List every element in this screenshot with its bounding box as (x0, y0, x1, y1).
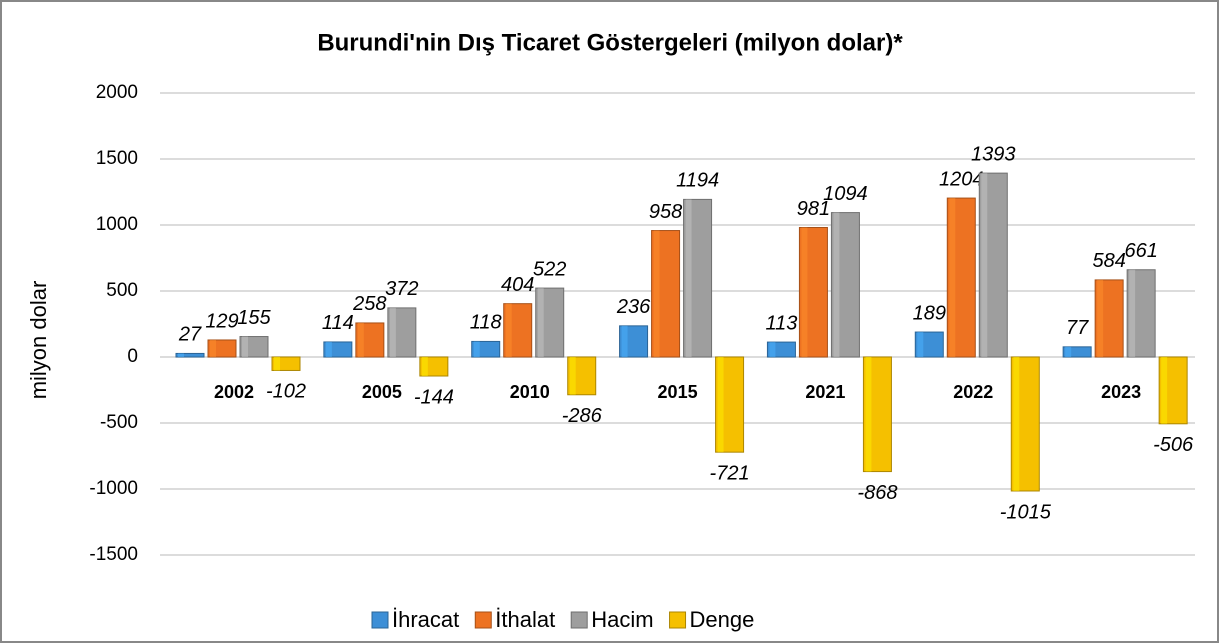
x-tick-label: 2005 (362, 382, 402, 402)
bar-highlight (242, 336, 248, 357)
bar-highlight (653, 230, 660, 357)
legend-label: Denge (690, 607, 755, 632)
x-tick-label: 2023 (1101, 382, 1141, 402)
legend-swatch (669, 611, 687, 629)
y-axis-label: milyon dolar (26, 281, 51, 400)
data-label: -102 (266, 381, 306, 403)
data-label: 113 (765, 312, 797, 334)
bar-highlight (981, 173, 988, 357)
data-label: 404 (501, 274, 534, 296)
bar-highlight (949, 198, 956, 357)
bar-highlight (421, 357, 428, 377)
bar-highlight (621, 325, 628, 357)
data-label: 77 (1066, 317, 1089, 339)
bar-highlight (210, 339, 216, 357)
data-label: 114 (322, 312, 354, 334)
data-label: 958 (649, 201, 682, 223)
x-tick-label: 2022 (953, 382, 993, 402)
data-label: 1194 (676, 170, 719, 192)
x-tick-label: 2002 (214, 382, 254, 402)
legend-swatch (474, 611, 492, 629)
y-tick-label: 1500 (96, 148, 138, 169)
data-label: 372 (385, 278, 418, 300)
data-label: -868 (857, 482, 897, 504)
bar-highlight (274, 357, 280, 371)
legend-label: İthalat (495, 607, 555, 632)
y-tick-label: -1000 (89, 478, 138, 499)
data-label: 1393 (971, 143, 1016, 165)
bar-highlight (569, 357, 576, 395)
x-tick-label: 2015 (658, 382, 698, 402)
data-label: 118 (470, 312, 502, 334)
data-label: -144 (414, 386, 454, 408)
bar-highlight (769, 342, 776, 357)
data-label: 981 (797, 198, 830, 220)
bar-highlight (473, 341, 480, 357)
y-tick-label: 1000 (96, 214, 138, 235)
bar (1062, 346, 1092, 358)
chart-title: Burundi'nin Dış Ticaret Göstergeleri (mi… (317, 29, 903, 56)
bar-highlight (1161, 357, 1168, 424)
bar-highlight (1129, 269, 1136, 357)
data-label: -721 (710, 462, 750, 484)
data-label: 522 (533, 258, 566, 280)
data-label: 661 (1124, 240, 1157, 262)
data-label: 189 (913, 302, 946, 324)
data-label: 1204 (939, 168, 984, 190)
x-tick-label: 2010 (510, 382, 550, 402)
bar-highlight (685, 199, 692, 357)
y-tick-label: 2000 (96, 82, 138, 103)
bar-highlight (865, 357, 872, 472)
data-label: 258 (352, 293, 386, 315)
legend-swatch (570, 611, 588, 629)
bar-highlight (357, 322, 364, 357)
data-label: 584 (1092, 250, 1125, 272)
data-label: 236 (616, 296, 651, 318)
y-tick-label: 0 (127, 346, 138, 367)
data-label: 27 (178, 324, 202, 346)
bar-highlight (505, 303, 512, 357)
y-tick-label: 500 (106, 280, 138, 301)
bar-highlight (389, 307, 396, 357)
bar-highlight (1013, 357, 1020, 491)
bar-highlight (1097, 279, 1104, 357)
legend-label: Hacim (591, 607, 653, 632)
bar-highlight (178, 353, 184, 357)
legend-label: İhracat (392, 607, 459, 632)
bar-highlight (325, 341, 332, 357)
y-tick-label: -1500 (89, 544, 138, 565)
data-label: -506 (1153, 434, 1194, 456)
data-label: -1015 (1000, 501, 1052, 523)
data-label: 1094 (823, 183, 868, 205)
bar-highlight (801, 227, 808, 357)
data-label: -286 (562, 405, 603, 427)
bar-highlight (717, 357, 724, 453)
data-label: 129 (205, 310, 238, 332)
bar (175, 352, 205, 358)
bar-highlight (833, 212, 840, 357)
bar-highlight (1065, 346, 1072, 357)
data-label: 155 (237, 307, 271, 329)
bar-highlight (917, 332, 924, 357)
x-tick-label: 2021 (805, 382, 845, 402)
y-tick-label: -500 (100, 412, 138, 433)
bar-highlight (537, 288, 544, 357)
legend-swatch (371, 611, 389, 629)
